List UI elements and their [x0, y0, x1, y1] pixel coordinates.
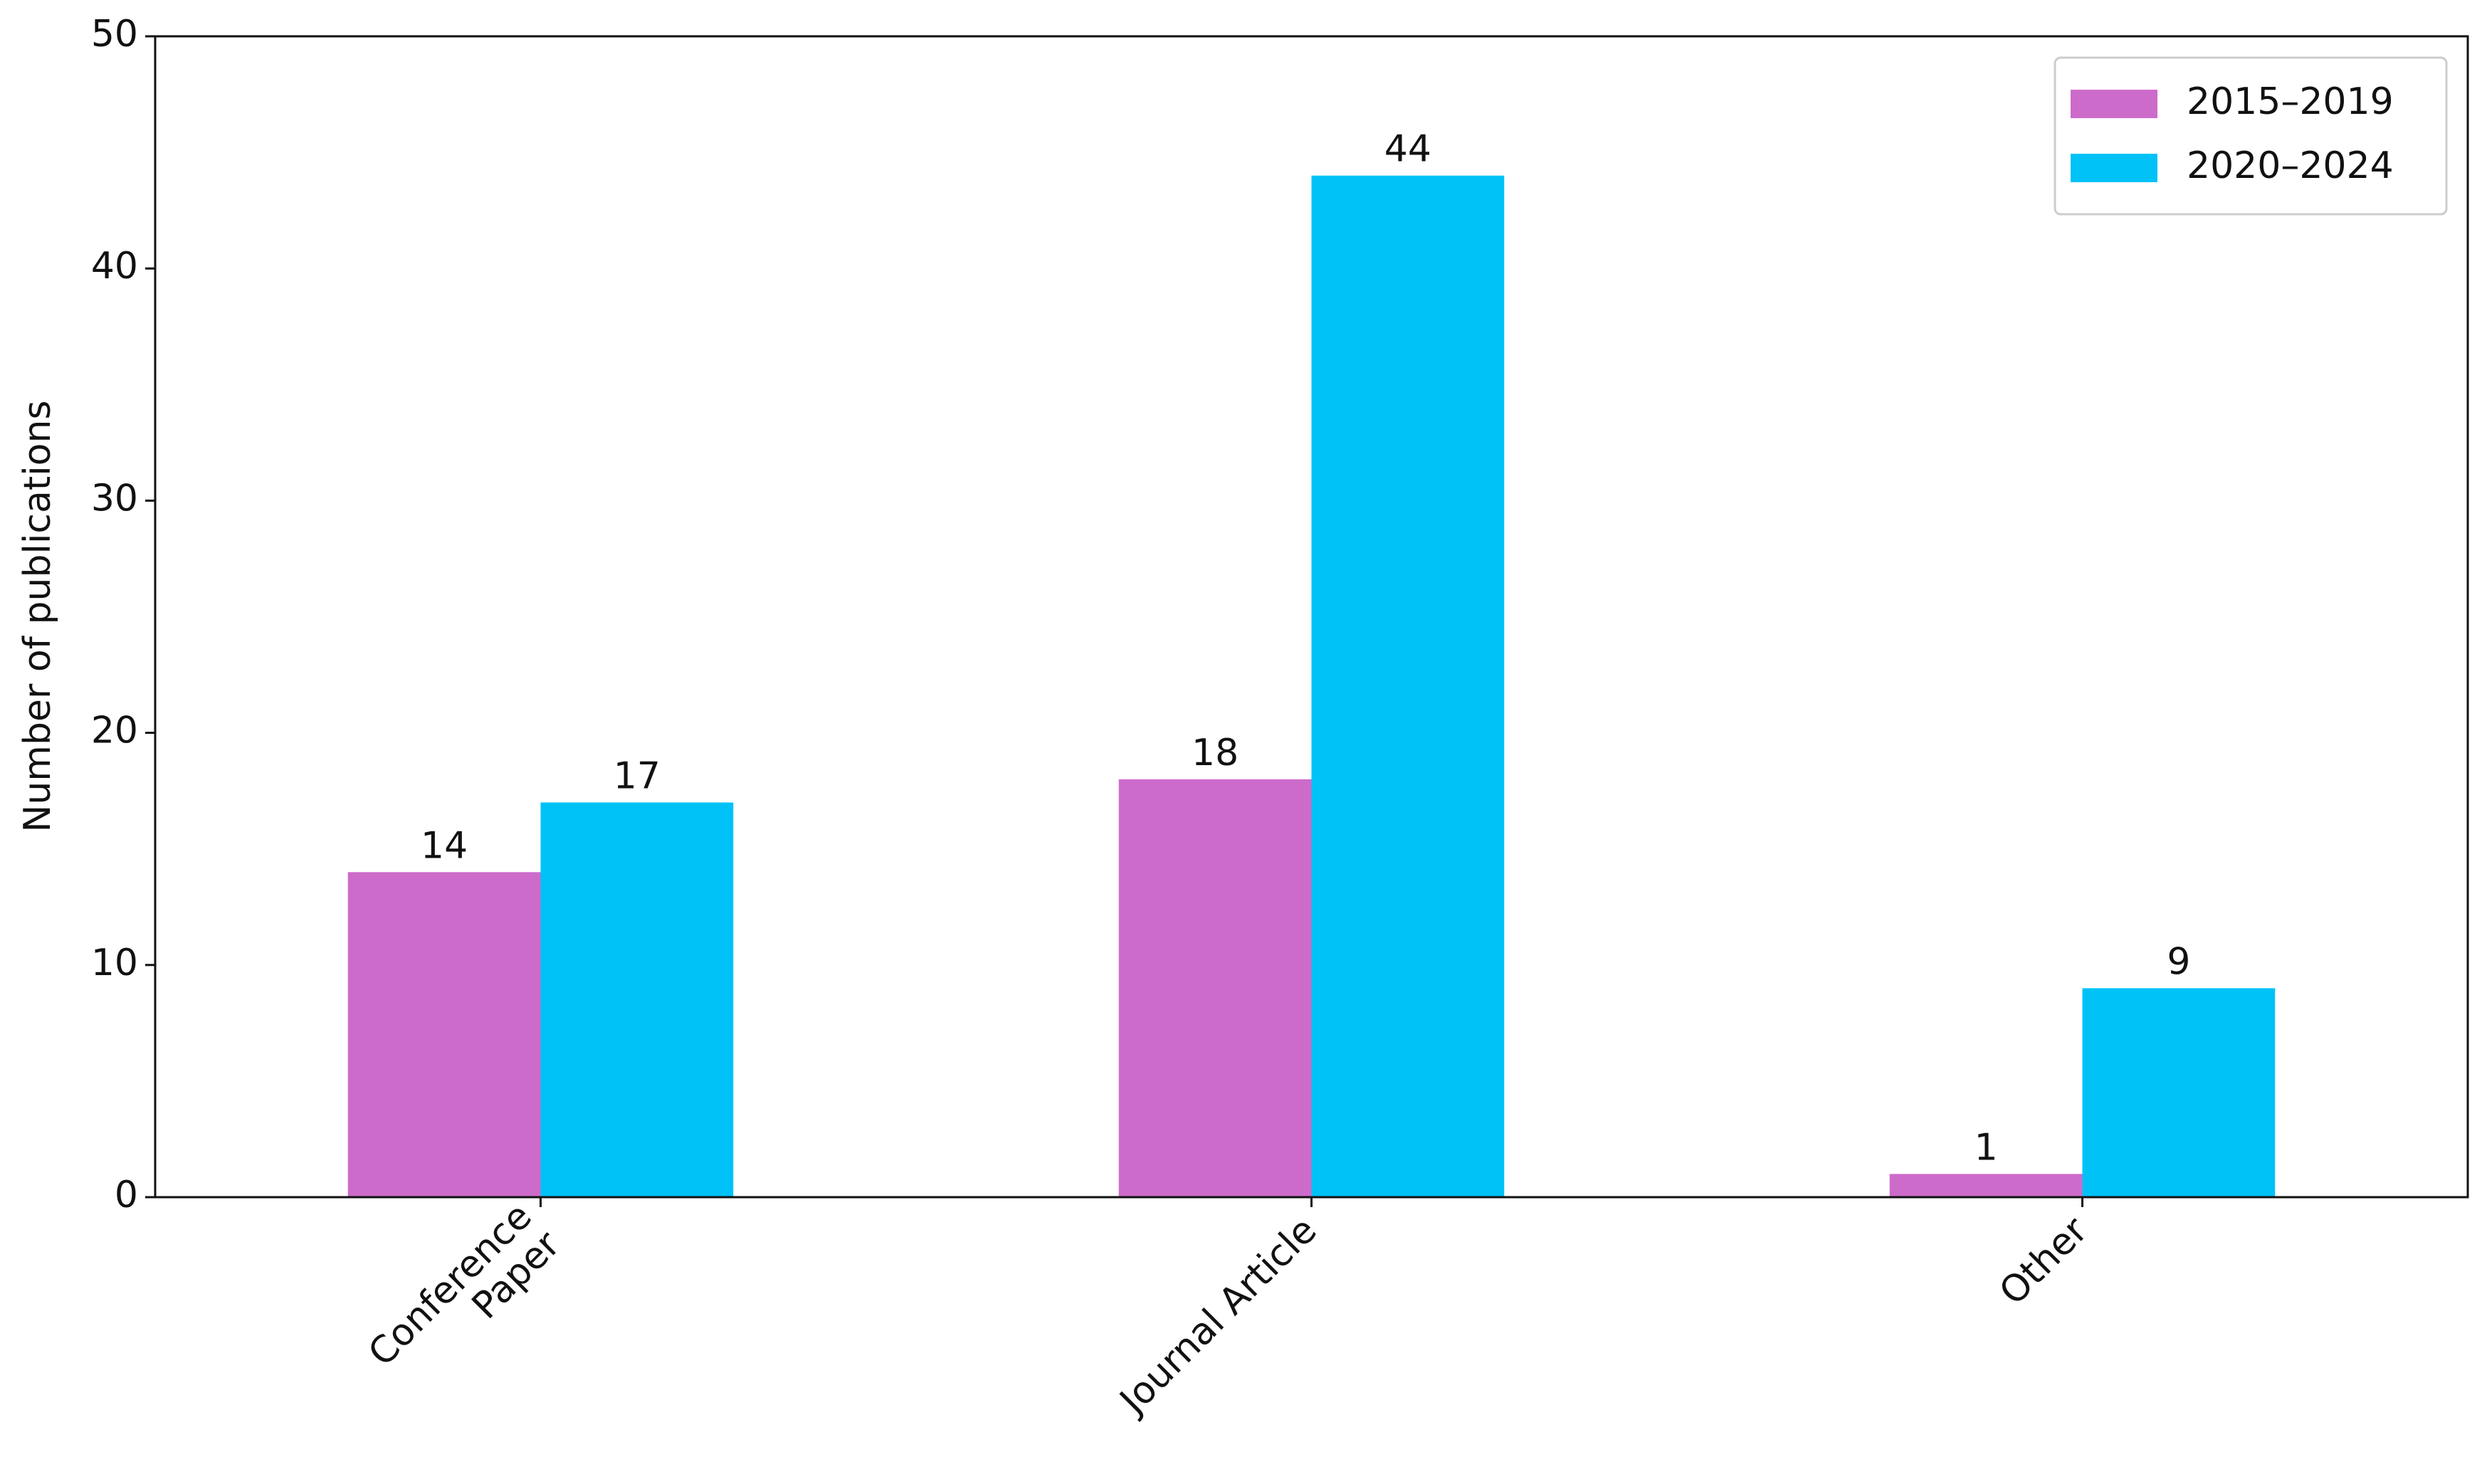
bar: [1311, 175, 1505, 1198]
y-tick-label: 40: [91, 245, 138, 288]
y-tick-label: 0: [115, 1174, 138, 1216]
data-label: 1: [1975, 1126, 1998, 1169]
data-label: 18: [1192, 732, 1239, 774]
bar: [1889, 1174, 2083, 1197]
y-axis-label: Number of publications: [16, 400, 59, 832]
data-label: 9: [2167, 940, 2190, 983]
bar: [2082, 988, 2276, 1197]
bar: [347, 872, 541, 1197]
x-tick-label: Journal Article: [1110, 1209, 1325, 1424]
legend-label: 2015–2019: [2187, 80, 2394, 123]
data-label: 14: [421, 824, 468, 867]
y-tick-label: 10: [91, 942, 138, 984]
x-tick-label: Other: [1992, 1209, 2096, 1313]
data-label: 44: [1384, 128, 1431, 171]
legend-label: 2020–2024: [2187, 144, 2394, 187]
x-tick-label: ConferencePaper: [360, 1194, 569, 1403]
data-label: 17: [614, 754, 661, 797]
legend-swatch: [2071, 90, 2157, 118]
y-tick-label: 30: [91, 477, 138, 520]
y-tick-label: 50: [91, 13, 138, 56]
y-tick-label: 20: [91, 710, 138, 752]
plot-frame: [154, 35, 2469, 1199]
bar: [540, 802, 734, 1197]
bar: [1118, 779, 1312, 1197]
legend-swatch: [2071, 154, 2157, 182]
